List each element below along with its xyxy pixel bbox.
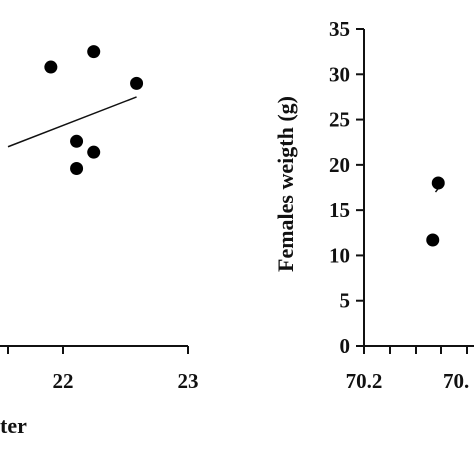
right-data-point-1 — [426, 233, 440, 247]
right-x-tick-label-70: 70. — [443, 369, 469, 393]
right-y-tick-label-10: 10 — [329, 243, 350, 267]
left-data-point-6 — [87, 145, 101, 159]
left-x-axis-title: ter — [0, 413, 27, 438]
right-data-marks — [426, 176, 445, 247]
right-x-tick-label-70-2: 70.2 — [346, 369, 383, 393]
left-data-point-1 — [44, 60, 58, 74]
left-data-point-5 — [70, 161, 84, 175]
left-data-point-4 — [70, 134, 84, 148]
right-y-axis-title: Females weigth (g) — [273, 96, 298, 272]
left-data-marks — [7, 45, 144, 175]
right-y-tick-label-35: 35 — [329, 17, 350, 41]
right-y-ticks: 0 5 10 15 20 25 30 35 — [329, 17, 364, 358]
left-chart-panel: 22 23 ter — [0, 45, 199, 438]
left-data-point-2 — [87, 45, 101, 59]
right-y-tick-label-0: 0 — [340, 334, 351, 358]
right-y-tick-label-25: 25 — [329, 108, 350, 132]
right-y-tick-label-30: 30 — [329, 62, 350, 86]
left-x-tick-label-22: 22 — [53, 369, 74, 393]
right-y-tick-label-15: 15 — [329, 198, 350, 222]
left-x-tick-label-23: 23 — [178, 369, 199, 393]
right-y-tick-label-5: 5 — [340, 289, 351, 313]
right-y-tick-label-20: 20 — [329, 153, 350, 177]
left-trendline — [7, 96, 137, 148]
right-data-point-2 — [431, 176, 445, 190]
left-data-point-3 — [130, 76, 144, 90]
right-chart-panel: 0 5 10 15 20 25 30 35 70.2 70. Females weigth (… — [273, 17, 474, 393]
